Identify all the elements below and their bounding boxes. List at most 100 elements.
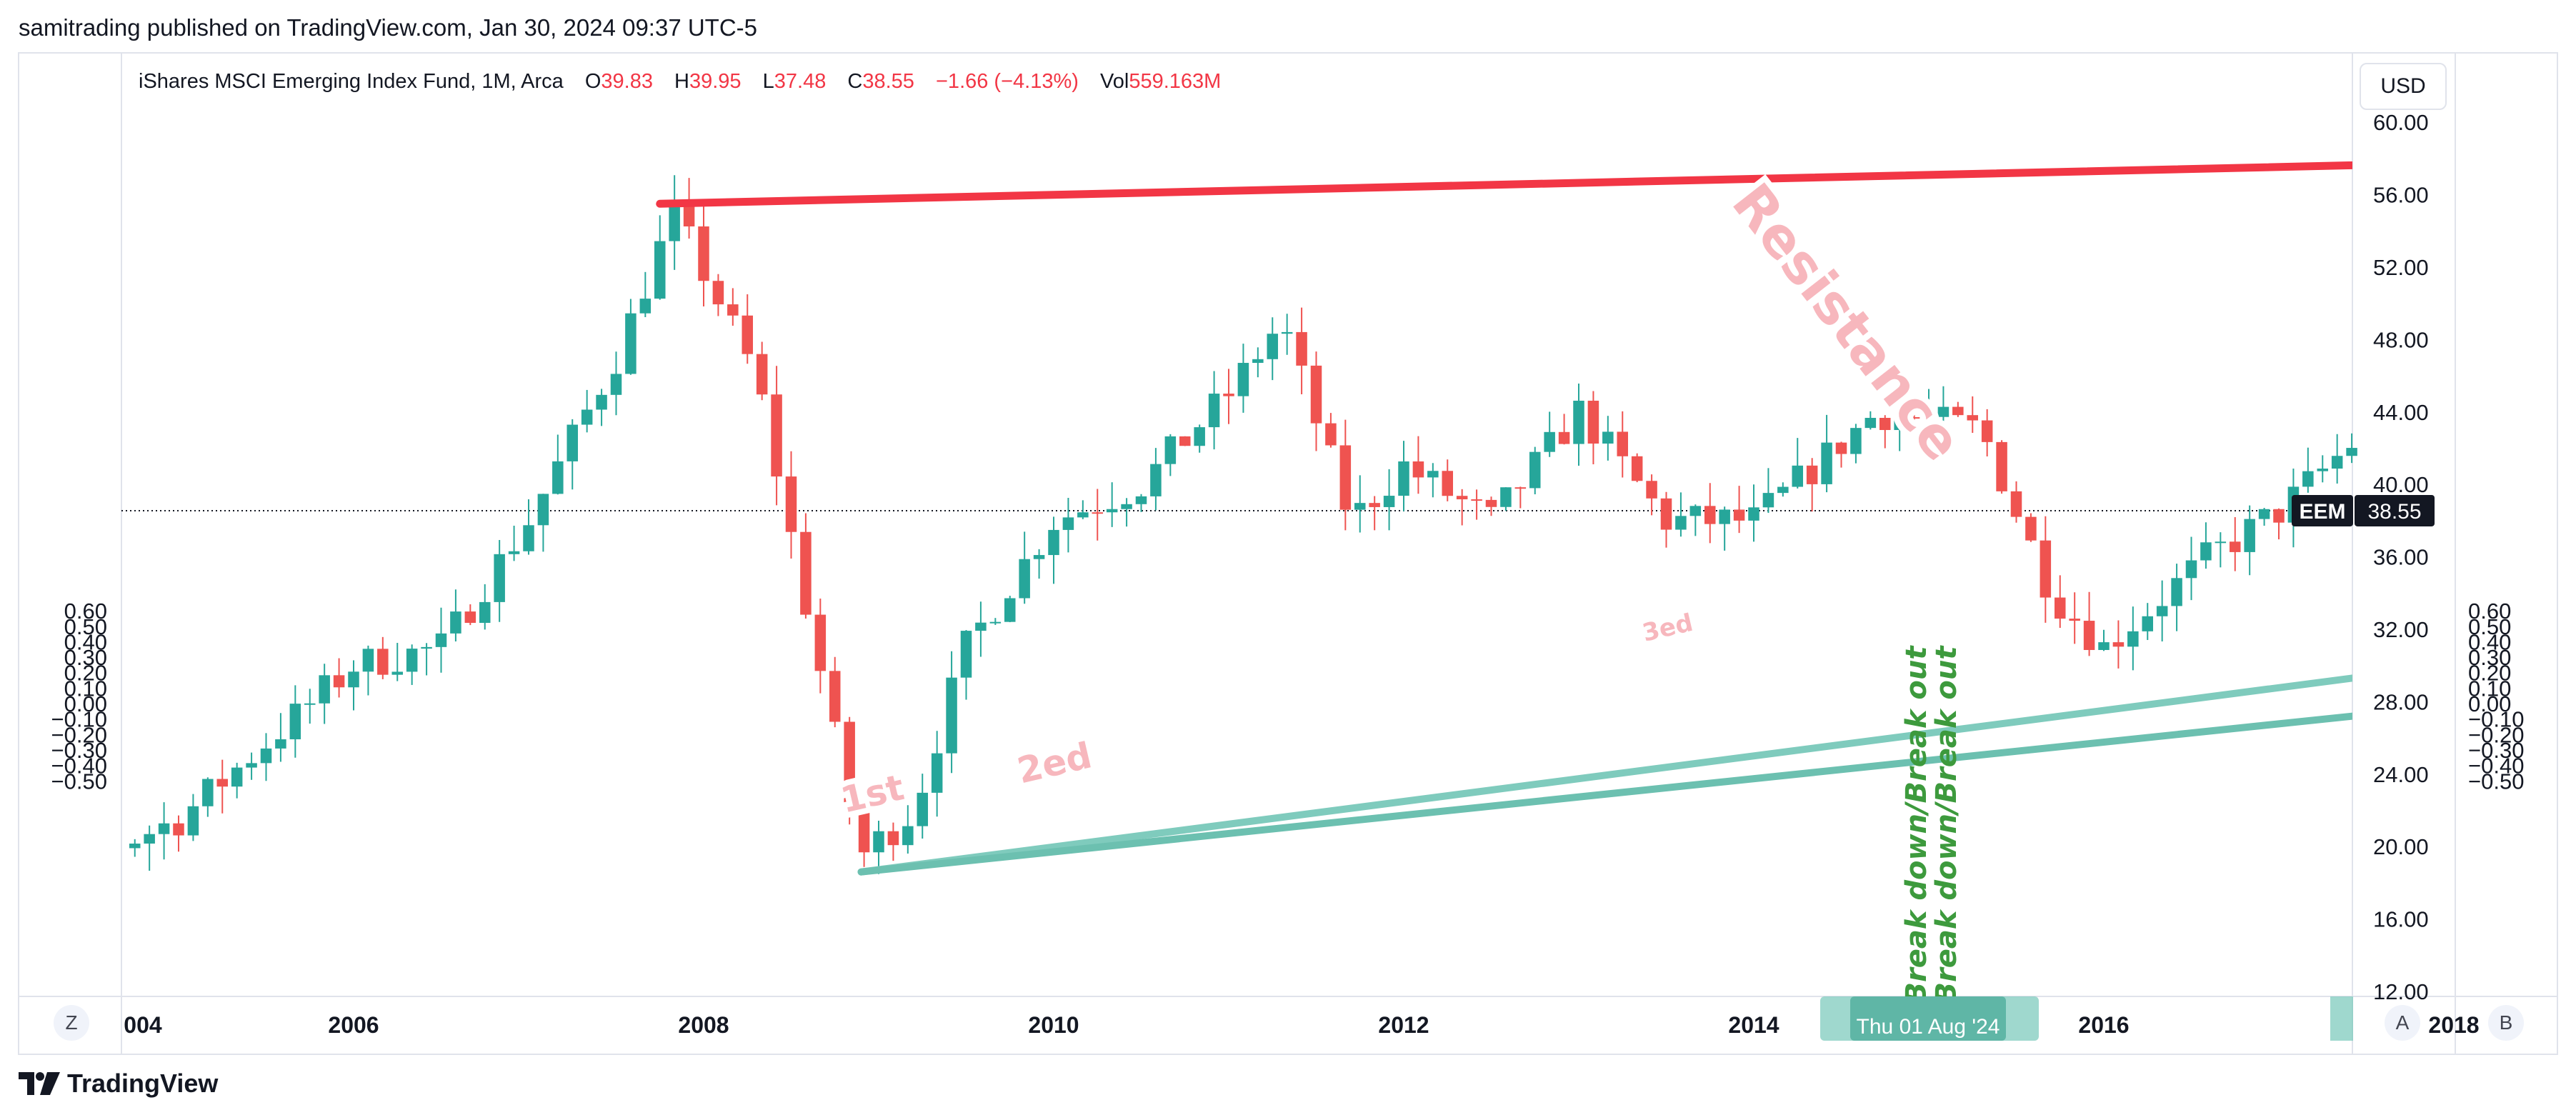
candle-down (727, 304, 739, 316)
far-right-scale-tick: −0.50 (2468, 769, 2524, 794)
candle-up (450, 611, 461, 634)
candle-down (1996, 441, 2007, 491)
legend-change: −1.66 (−4.13%) (936, 70, 1079, 93)
candle-up (1077, 512, 1089, 518)
tradingview-logo-icon (19, 1072, 60, 1095)
candle-up (1019, 559, 1030, 599)
far-right-scale-tick: 0.00 (2468, 691, 2511, 716)
candle-down (1631, 456, 1643, 481)
candle-down (1339, 445, 1352, 510)
candle-down (2069, 619, 2080, 621)
legend-high-label: H (674, 70, 689, 93)
legend-low-label: L (762, 70, 774, 93)
chart-frame (18, 52, 2558, 1055)
label-breakout-2: Break down/Break out (1930, 645, 1963, 1004)
candle-down (858, 805, 870, 853)
last-price-label: 38.55 (2367, 500, 2421, 524)
candle-down (1485, 499, 1497, 507)
candle-up (1850, 428, 1862, 454)
candle-up (566, 424, 579, 461)
candle-down (2025, 516, 2037, 541)
far-right-scale-tick: −0.30 (2468, 738, 2524, 763)
candle-up (1529, 451, 1541, 489)
candle-down (844, 721, 855, 806)
candle-up (1689, 506, 1702, 516)
candle-up (1602, 431, 1614, 444)
candle-down (800, 531, 812, 615)
candle-down (1442, 471, 1454, 496)
candle-up (1864, 418, 1877, 429)
candle-up (348, 671, 359, 688)
candle-up (2302, 471, 2314, 487)
candle-up (1062, 517, 1074, 530)
candle-up (1150, 464, 1162, 496)
candle-up (1719, 509, 1730, 524)
candle-down (2229, 541, 2241, 552)
candle-down (2083, 621, 2095, 650)
candle-down (464, 611, 476, 624)
price-tick-label: 52.00 (2373, 255, 2429, 280)
last-price-box (2355, 494, 2435, 526)
candle-up (581, 409, 593, 425)
candle-down (1514, 487, 1527, 489)
candle-up (129, 844, 141, 849)
candle-up (362, 649, 374, 672)
candle-up (2317, 469, 2329, 471)
candle-up (1427, 471, 1439, 478)
far-right-scale-tick: 0.10 (2468, 676, 2511, 701)
candle-down (1587, 400, 1599, 444)
time-axis-label: 2016 (2078, 1012, 2129, 1038)
currency-button[interactable]: USD (2360, 63, 2447, 110)
zoom-button[interactable]: Z (54, 1005, 89, 1041)
candle-up (2200, 542, 2212, 561)
resistance-top-trendline (656, 161, 2352, 208)
candle-up (654, 241, 666, 299)
legend-close-label: C (847, 70, 863, 93)
left-scale-tick: −0.10 (51, 707, 107, 732)
candle-down (2054, 597, 2066, 619)
time-axis-label: 2012 (1378, 1012, 1429, 1038)
legend-open-value: 39.83 (601, 70, 653, 93)
candle-down (814, 614, 827, 671)
far-right-scale-tick: 0.60 (2468, 599, 2511, 624)
candle-up (1252, 359, 1264, 364)
candle-down (1179, 436, 1191, 446)
candle-down (1310, 365, 1322, 424)
candle-up (1383, 496, 1395, 507)
price-tick-label: 28.00 (2373, 689, 2429, 714)
candle-up (2346, 448, 2357, 456)
candle-down (377, 649, 389, 675)
left-scale-tick: −0.30 (51, 738, 107, 763)
candle-down (829, 671, 841, 722)
candle-up (946, 677, 957, 754)
candle-up (1500, 487, 1512, 507)
candle-up (989, 621, 1002, 624)
time-range-end-marker (2330, 996, 2353, 1041)
candle-up (625, 313, 636, 374)
candle-up (537, 494, 549, 526)
candle-up (902, 826, 914, 846)
time-tag-aug: Thu 01 Aug '24 (1857, 1015, 2000, 1039)
candle-down (742, 315, 754, 354)
candle-up (508, 551, 520, 554)
legend-open-label: O (584, 70, 601, 93)
auto-scale-button[interactable]: A (2385, 1005, 2420, 1041)
candle-up (2156, 606, 2168, 616)
candle-up (596, 394, 607, 410)
legend-close-value: 38.55 (862, 70, 914, 93)
scale-b-button[interactable]: B (2488, 1005, 2524, 1041)
label-breakout-1: Break down/Break out (1900, 645, 1933, 1004)
price-tick-label: 32.00 (2373, 617, 2429, 642)
candle-up (639, 299, 652, 314)
tradingview-logo[interactable]: TradingView (19, 1069, 218, 1099)
candle-up (960, 631, 972, 678)
candle-down (698, 226, 709, 281)
legend-vol-label: Vol (1099, 70, 1129, 93)
time-axis-label: 2018 (2428, 1012, 2479, 1038)
candle-down (2273, 509, 2285, 523)
candle-up (1004, 598, 1016, 622)
candle-down (1471, 499, 1482, 501)
candle-down (173, 823, 184, 836)
far-right-scale-tick: −0.10 (2468, 707, 2524, 732)
